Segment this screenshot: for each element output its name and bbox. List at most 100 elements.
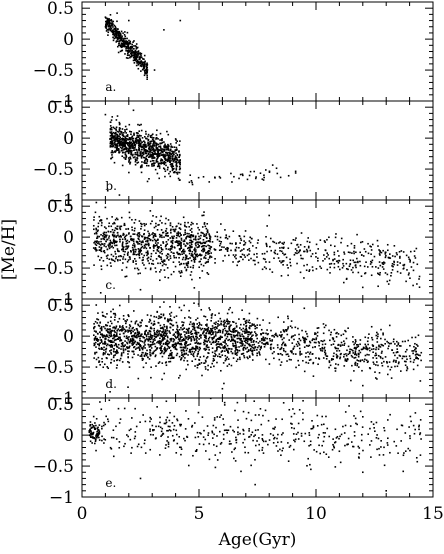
data-point bbox=[181, 253, 183, 255]
data-point bbox=[367, 337, 370, 339]
data-point bbox=[395, 361, 397, 363]
data-point bbox=[106, 328, 109, 330]
data-point bbox=[194, 253, 197, 256]
data-point bbox=[159, 306, 161, 308]
data-point bbox=[246, 340, 249, 343]
data-point bbox=[147, 235, 150, 237]
data-point bbox=[149, 336, 152, 338]
data-point bbox=[101, 357, 103, 360]
data-point bbox=[226, 320, 228, 322]
data-point bbox=[359, 360, 362, 363]
data-point bbox=[120, 342, 123, 345]
data-point bbox=[95, 231, 98, 234]
data-point bbox=[97, 356, 100, 359]
data-point bbox=[165, 151, 167, 154]
data-point bbox=[406, 348, 408, 351]
data-point bbox=[129, 250, 132, 252]
data-point bbox=[350, 242, 353, 245]
data-point bbox=[268, 261, 271, 263]
data-point bbox=[340, 334, 343, 337]
data-point bbox=[167, 318, 169, 320]
data-point bbox=[169, 248, 172, 250]
data-point bbox=[153, 320, 156, 323]
data-point bbox=[167, 276, 170, 279]
data-point bbox=[162, 261, 164, 264]
data-point bbox=[206, 323, 208, 326]
data-point bbox=[221, 354, 224, 356]
data-point bbox=[113, 139, 115, 141]
data-point bbox=[128, 315, 130, 318]
data-point bbox=[144, 339, 147, 342]
data-point bbox=[110, 241, 112, 243]
data-point bbox=[140, 335, 142, 338]
data-point bbox=[298, 250, 301, 252]
data-point bbox=[113, 37, 116, 40]
data-point bbox=[370, 245, 372, 248]
data-point bbox=[105, 329, 108, 332]
data-point bbox=[166, 344, 169, 347]
data-point bbox=[133, 62, 136, 64]
data-point bbox=[174, 161, 177, 163]
data-point bbox=[152, 215, 154, 217]
data-point bbox=[153, 331, 156, 334]
data-point bbox=[122, 327, 125, 329]
data-point bbox=[248, 338, 251, 340]
data-point bbox=[242, 349, 245, 351]
data-point bbox=[162, 330, 165, 332]
data-point bbox=[221, 246, 223, 248]
data-point bbox=[181, 340, 183, 342]
data-point bbox=[354, 350, 357, 352]
data-point bbox=[135, 260, 137, 262]
data-point bbox=[311, 346, 314, 349]
data-point bbox=[160, 234, 163, 237]
data-point bbox=[209, 331, 212, 334]
data-point bbox=[203, 257, 205, 259]
data-point bbox=[417, 345, 419, 347]
data-point bbox=[249, 339, 252, 341]
data-point bbox=[187, 262, 190, 265]
data-point bbox=[334, 370, 337, 372]
data-point bbox=[377, 335, 379, 338]
data-point bbox=[169, 249, 171, 251]
data-point bbox=[143, 58, 145, 60]
data-point bbox=[367, 343, 369, 346]
data-point bbox=[228, 327, 231, 329]
data-point bbox=[303, 264, 305, 267]
data-point bbox=[162, 326, 164, 329]
data-point bbox=[112, 326, 114, 329]
data-point bbox=[283, 321, 285, 323]
data-point bbox=[142, 144, 145, 146]
data-point bbox=[154, 267, 157, 269]
data-point bbox=[217, 343, 220, 345]
data-point bbox=[376, 337, 378, 340]
data-point bbox=[114, 29, 117, 32]
data-point bbox=[109, 329, 111, 331]
data-point bbox=[359, 251, 361, 254]
data-point bbox=[198, 338, 200, 340]
data-point bbox=[242, 346, 245, 349]
data-point bbox=[100, 340, 103, 342]
data-point bbox=[138, 253, 140, 256]
data-point bbox=[381, 344, 384, 346]
data-point bbox=[299, 352, 301, 354]
data-point bbox=[109, 350, 111, 352]
panel-3: 0.50−0.5−1c. bbox=[33, 197, 434, 310]
data-point bbox=[198, 349, 201, 351]
data-point bbox=[128, 141, 131, 143]
data-point bbox=[150, 252, 153, 255]
data-point bbox=[140, 228, 142, 230]
data-point bbox=[380, 352, 383, 354]
data-point bbox=[256, 334, 258, 336]
data-point bbox=[93, 330, 96, 332]
data-point bbox=[311, 253, 314, 255]
data-point bbox=[375, 352, 377, 355]
data-point bbox=[157, 163, 160, 166]
data-point bbox=[266, 342, 269, 345]
data-point bbox=[176, 335, 179, 338]
data-point bbox=[175, 344, 177, 347]
data-point bbox=[121, 144, 123, 147]
data-point bbox=[159, 234, 162, 237]
data-point bbox=[229, 333, 232, 336]
data-point bbox=[404, 364, 407, 367]
data-point bbox=[199, 242, 202, 244]
